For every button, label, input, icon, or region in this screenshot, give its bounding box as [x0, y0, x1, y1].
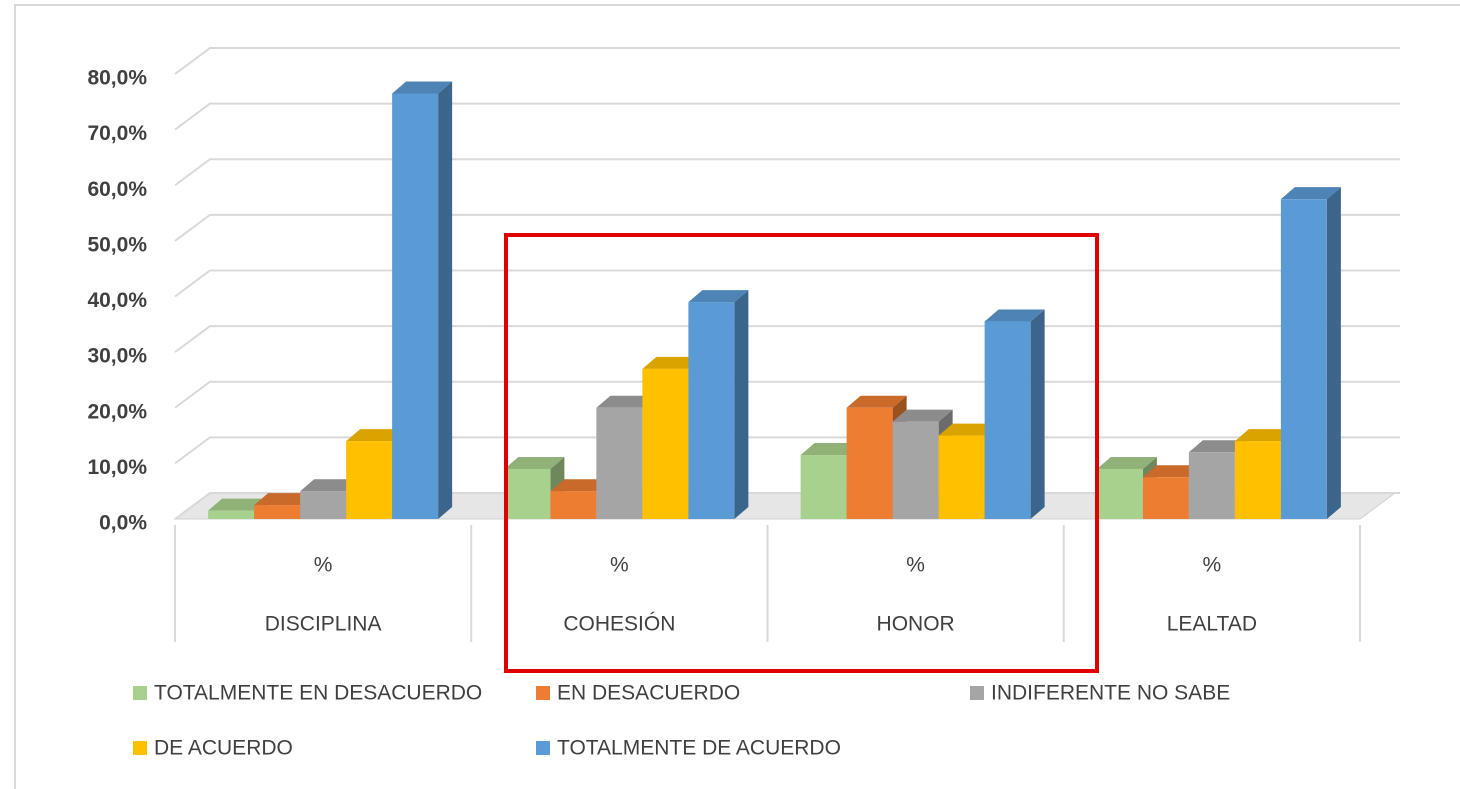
bar-top	[1188, 440, 1249, 453]
bar	[800, 455, 847, 519]
x-sublabel: %	[610, 554, 629, 577]
y-tick-label: 50,0%	[87, 233, 147, 256]
bar	[1280, 199, 1327, 519]
legend-swatch	[536, 741, 550, 755]
bar	[346, 441, 393, 519]
bar-top	[596, 395, 657, 408]
y-tick-label: 80,0%	[87, 67, 147, 90]
bar-top	[642, 356, 703, 369]
bar	[208, 510, 255, 519]
legend-label: INDIFERENTE NO SABE	[991, 682, 1230, 705]
bar-side	[734, 290, 749, 519]
x-tick-label: COHESIÓN	[563, 613, 675, 636]
legend-label: DE ACUERDO	[154, 737, 293, 760]
bar-top	[346, 429, 407, 442]
bar	[300, 491, 347, 519]
bar-top	[1096, 456, 1157, 469]
marks	[208, 81, 1341, 519]
bar	[1188, 452, 1235, 519]
bar	[688, 302, 735, 519]
bar	[504, 468, 551, 519]
highlight-box	[504, 233, 1099, 673]
bar	[1142, 477, 1189, 519]
bar-top	[688, 290, 749, 303]
y-tick-label: 10,0%	[87, 456, 147, 479]
bar	[550, 491, 597, 519]
legend-label: TOTALMENTE DE ACUERDO	[557, 737, 841, 760]
legend-label: EN DESACUERDO	[557, 682, 740, 705]
bar-top	[984, 309, 1045, 322]
grid-line	[174, 213, 1400, 242]
bar-top	[392, 81, 453, 94]
bar-top	[800, 443, 861, 456]
bar	[254, 505, 301, 519]
grid-line	[174, 47, 1400, 75]
x-tick-label: DISCIPLINA	[265, 613, 382, 636]
legend-swatch	[133, 686, 147, 700]
grid-line	[174, 269, 1400, 298]
bar	[596, 407, 643, 519]
bar-top	[892, 409, 953, 422]
y-tick-label: 0,0%	[99, 512, 147, 535]
bar-top	[1234, 429, 1295, 442]
bar	[938, 435, 985, 519]
x-sublabel: %	[314, 554, 333, 577]
grid-line	[174, 380, 1400, 409]
bar	[984, 321, 1031, 519]
grid-line	[174, 102, 1400, 131]
bar-top	[846, 395, 907, 408]
bar	[1096, 468, 1143, 519]
bar	[392, 93, 439, 519]
bar	[892, 421, 939, 519]
bar-top	[504, 456, 565, 469]
chart-frame	[14, 4, 1460, 789]
legend-swatch	[970, 686, 984, 700]
bar-top	[1142, 465, 1203, 478]
y-tick-label: 20,0%	[87, 400, 147, 423]
x-tick-label: LEALTAD	[1167, 613, 1257, 636]
legend-label: TOTALMENTE EN DESACUERDO	[154, 682, 482, 705]
bar	[1234, 441, 1281, 519]
y-tick-label: 70,0%	[87, 122, 147, 145]
x-tick-label: HONOR	[877, 613, 955, 636]
legend-swatch	[536, 686, 550, 700]
bar-top	[550, 479, 611, 492]
bar-side	[438, 81, 453, 519]
bar	[846, 407, 893, 519]
y-tick-label: 40,0%	[87, 289, 147, 312]
bar-top	[254, 493, 315, 506]
grid-line	[174, 325, 1400, 353]
bar-top	[208, 498, 269, 511]
bar-top	[1280, 187, 1341, 200]
x-sublabel: %	[906, 554, 925, 577]
y-tick-label: 30,0%	[87, 345, 147, 368]
bar-side	[1326, 187, 1341, 519]
legend-swatch	[133, 741, 147, 755]
y-tick-label: 60,0%	[87, 178, 147, 201]
grid-line	[174, 158, 1400, 187]
bar-side	[1030, 309, 1045, 519]
x-sublabel: %	[1203, 554, 1222, 577]
bar-top	[300, 479, 361, 492]
bar-top	[938, 423, 999, 436]
bar	[642, 368, 689, 519]
